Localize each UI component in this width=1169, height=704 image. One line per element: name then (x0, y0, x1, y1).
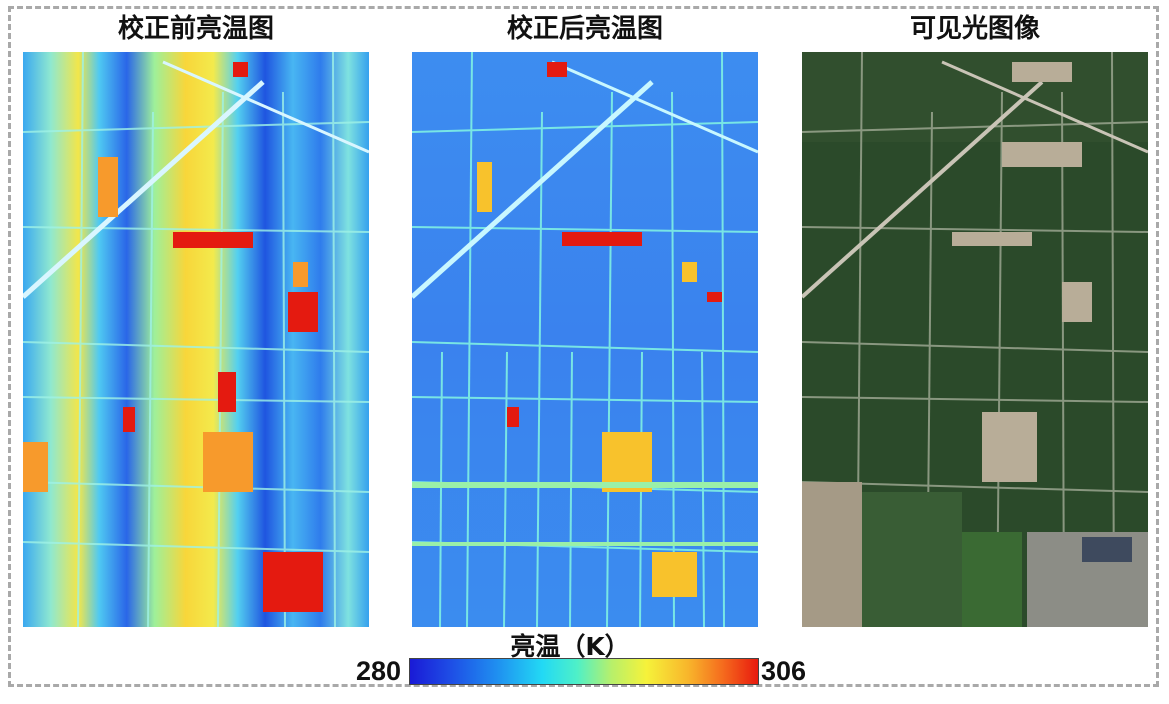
thermal-image-after (412, 52, 758, 627)
panel-title-before: 校正前亮温图 (117, 14, 274, 44)
thermal-image-before (23, 52, 369, 627)
colorbar-label: 亮温（K） (510, 632, 630, 661)
colorbar (409, 658, 759, 685)
colorbar-min-label: 280 (356, 656, 402, 686)
panel-title-after: 校正后亮温图 (506, 14, 663, 44)
dashed-frame (8, 6, 1159, 687)
colorbar-max-label: 306 (761, 656, 807, 686)
panel-title-visible: 可见光图像 (909, 14, 1040, 44)
visible-light-image (802, 52, 1148, 627)
